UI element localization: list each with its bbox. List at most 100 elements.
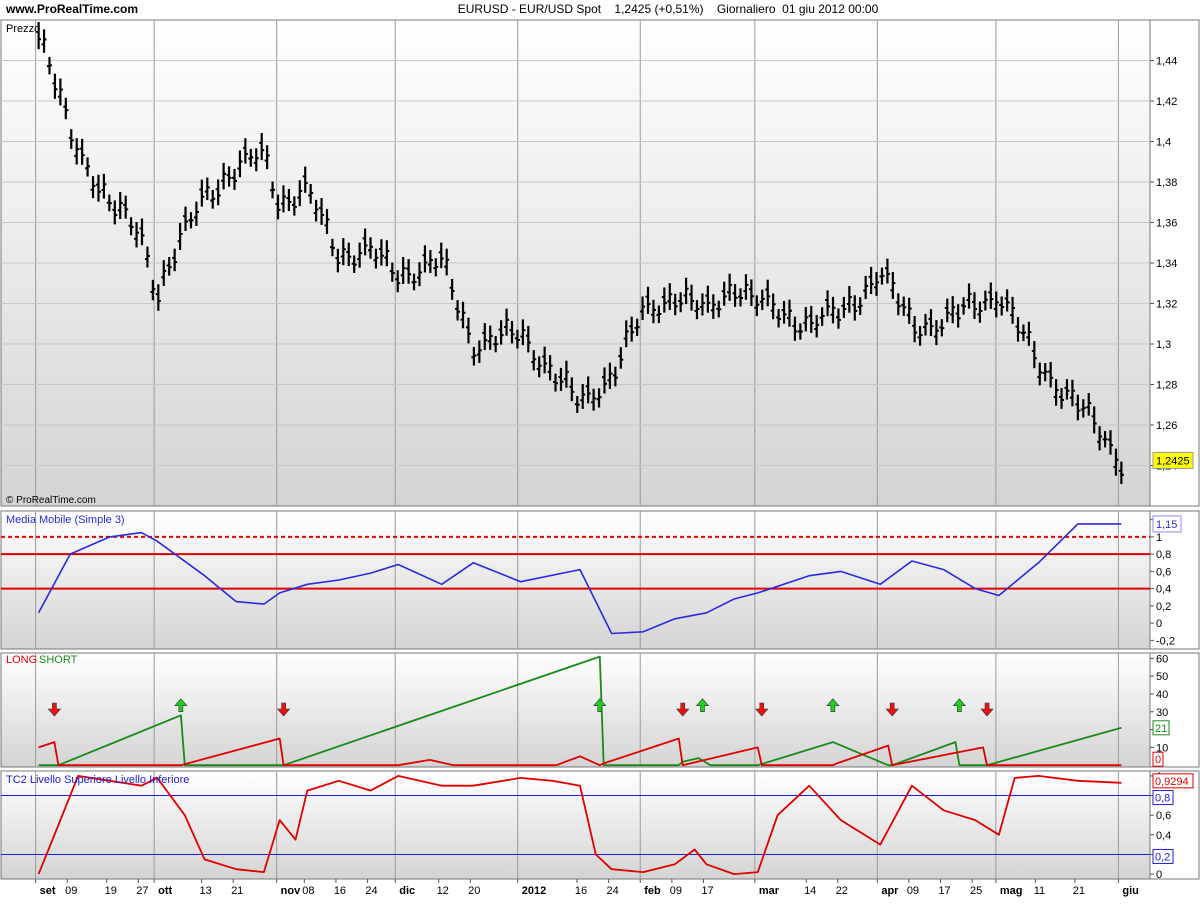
x-tick-label: 21 xyxy=(231,885,243,897)
x-tick-label: 17 xyxy=(938,885,950,897)
y-tick-label: 1,32 xyxy=(1156,299,1177,311)
x-tick-label: 24 xyxy=(606,885,618,897)
watermark: © ProRealTime.com xyxy=(6,495,96,506)
y-tick-label: 0,4 xyxy=(1156,584,1171,596)
y-tick-label: 40 xyxy=(1156,689,1168,701)
x-tick-label: set xyxy=(40,885,56,897)
x-tick-label: 24 xyxy=(365,885,377,897)
y-tick-label: 1,38 xyxy=(1156,177,1177,189)
arrow-down-icon xyxy=(276,702,291,717)
x-tick-label: 27 xyxy=(136,885,148,897)
y-tick-label: 30 xyxy=(1156,707,1168,719)
arrow-down-icon xyxy=(676,702,690,717)
y-tick-label: 1,42 xyxy=(1156,96,1177,108)
panel-longshort xyxy=(0,652,1151,768)
x-tick-label: nov xyxy=(281,885,301,897)
axis-column-price xyxy=(1149,19,1200,507)
long-line xyxy=(38,737,1122,767)
chart-header-title: EURUSD - EUR/USD Spot 1,2425 (+0,51%) Gi… xyxy=(458,2,879,16)
ma-panel-title: Media Mobile (Simple 3) xyxy=(6,514,125,526)
x-tick-label: dic xyxy=(399,885,415,897)
y-tick-label: 0,8 xyxy=(1156,549,1171,561)
y-tick-label: 1,28 xyxy=(1156,380,1177,392)
tc2-badge-label: 0,2 xyxy=(1155,851,1170,863)
x-tick-label: giu xyxy=(1122,885,1139,897)
tc2-badge xyxy=(1152,848,1174,864)
arrow-up-icon xyxy=(174,698,188,712)
y-tick-label: -0,2 xyxy=(1156,635,1175,647)
short-title: SHORT xyxy=(39,654,78,666)
x-tick-label: 20 xyxy=(468,885,480,897)
x-tick-label: mar xyxy=(759,885,780,897)
site-label: www.ProRealTime.com xyxy=(5,2,138,16)
arrow-down-icon xyxy=(47,702,62,717)
y-tick-label: 1,26 xyxy=(1156,420,1177,432)
y-tick-label: 1,4 xyxy=(1156,137,1171,149)
tc2-line xyxy=(37,775,1122,875)
x-tick-label: 22 xyxy=(836,885,848,897)
y-tick-label: 0 xyxy=(1156,869,1162,881)
arrow-down-icon xyxy=(980,702,994,717)
axis-column-longshort xyxy=(1149,652,1200,768)
x-tick-label: 09 xyxy=(65,885,77,897)
long-last-label: 0 xyxy=(1155,754,1161,766)
x-tick-label: 13 xyxy=(199,885,211,897)
x-tick-label: 25 xyxy=(970,885,982,897)
y-tick-label: 0 xyxy=(1156,618,1162,630)
x-tick-label: 21 xyxy=(1073,885,1085,897)
arrow-down-icon xyxy=(885,702,899,717)
y-tick-label: 1,36 xyxy=(1156,218,1177,230)
y-tick-label: 1 xyxy=(1156,532,1162,544)
tc2-badge-label: 0,9294 xyxy=(1155,776,1189,788)
x-tick-label: 16 xyxy=(334,885,346,897)
x-tick-label: feb xyxy=(644,885,661,897)
y-tick-label: 50 xyxy=(1156,671,1168,683)
x-tick-label: 09 xyxy=(670,885,682,897)
x-tick-label: 14 xyxy=(804,885,816,897)
arrow-up-icon xyxy=(826,698,840,712)
tc2-badge xyxy=(1152,773,1194,789)
x-tick-label: 17 xyxy=(701,885,713,897)
x-tick-label: 19 xyxy=(105,885,117,897)
ma-line xyxy=(37,523,1122,635)
ma-last-badge xyxy=(1152,515,1182,533)
short-last-label: 21 xyxy=(1155,723,1167,735)
ma-last-label: 1,15 xyxy=(1156,519,1177,531)
y-tick-label: 0,6 xyxy=(1156,810,1171,822)
x-tick-label: 08 xyxy=(302,885,314,897)
x-tick-label: 09 xyxy=(907,885,919,897)
x-tick-label: 12 xyxy=(437,885,449,897)
axis-column-ma xyxy=(1149,510,1200,650)
tc2-panel-title: TC2 Livello Superiore Livello Inferiore xyxy=(6,774,189,786)
arrow-up-icon xyxy=(952,698,967,712)
arrow-up-icon xyxy=(593,698,607,712)
y-tick-label: 0,2 xyxy=(1156,601,1171,613)
short-last-badge xyxy=(1152,720,1170,736)
panel-ma xyxy=(0,510,1151,650)
tc2-badge-label: 0,8 xyxy=(1155,793,1170,805)
y-tick-label: 0,6 xyxy=(1156,566,1171,578)
y-tick-label: 1,3 xyxy=(1156,339,1171,351)
arrow-up-icon xyxy=(695,698,710,712)
long-last-badge xyxy=(1152,751,1164,767)
x-tick-label: 11 xyxy=(1034,885,1045,897)
tc2-badge xyxy=(1152,790,1174,806)
y-tick-label: 10 xyxy=(1156,742,1168,754)
x-tick-label: 2012 xyxy=(522,885,546,897)
x-tick-label: apr xyxy=(881,885,899,897)
x-tick-label: 16 xyxy=(575,885,587,897)
y-tick-label: 60 xyxy=(1156,653,1168,665)
arrow-down-icon xyxy=(755,702,769,717)
short-line xyxy=(38,655,1122,767)
panel-tc2 xyxy=(0,770,1151,880)
last-price-badge xyxy=(1152,451,1194,469)
price-panel-title: Prezzo xyxy=(6,23,40,35)
y-tick-label: 1,34 xyxy=(1156,258,1177,270)
y-tick-label: 0,4 xyxy=(1156,830,1171,842)
last-price-label: 1,2425 xyxy=(1156,455,1190,467)
y-tick-label: 1,44 xyxy=(1156,56,1177,68)
x-tick-label: ott xyxy=(158,885,172,897)
x-tick-label: mag xyxy=(1000,885,1023,897)
